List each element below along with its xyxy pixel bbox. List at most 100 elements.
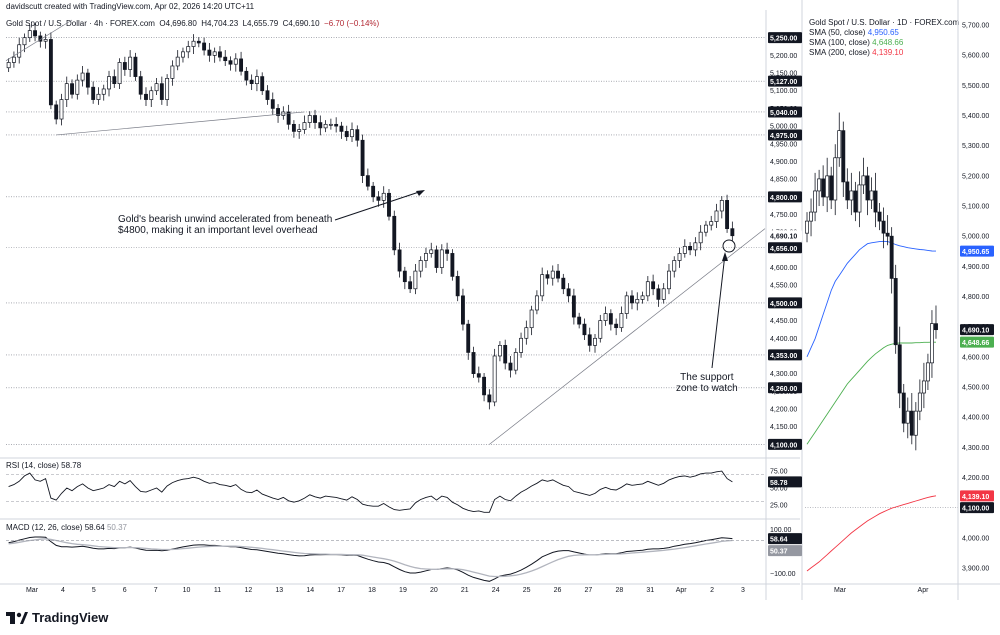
level-price-tag: 4,353.00 [770,353,797,360]
price-tick-label: 4,200.00 [770,407,797,414]
candle-body [376,196,381,201]
annotation-arrowhead-bearish [416,190,425,196]
daily-price-tick-label: 5,300.00 [962,143,989,150]
candle-body [334,123,339,127]
candle-body [344,131,349,138]
daily-candle-body [837,130,842,159]
candle-body [228,60,233,65]
candle-body [656,288,661,300]
candle-body [286,111,291,125]
daily-candle-body [913,410,918,436]
daily-chart-header: Gold Spot / U.S. Dollar · 1D · FOREX.com… [809,18,959,58]
daily-price-tick-label: 4,000.00 [962,535,989,542]
candle-body [508,362,513,371]
daily-price-tick-label: 4,900.00 [962,264,989,271]
ohlc-change: −6.70 (−0.14%) [324,19,380,28]
price-tick-label: 4,150.00 [770,424,797,431]
time-tick-label: 27 [585,587,593,594]
sma100-value: 4,648.66 [872,38,904,47]
candle-body [318,122,323,129]
level-price-tag-bg [768,106,802,118]
daily-sma-value-tag-bg [960,336,994,348]
candle-body [17,44,22,58]
candle-body [154,83,159,92]
time-tick-label: Apr [676,587,688,594]
time-tick-label: 19 [399,587,407,594]
macd-header: MACD (12, 26, close) 58.64 50.37 [6,523,127,532]
candle-body [413,270,418,290]
candle-body [323,123,328,129]
daily-price-tick-label: 4,600.00 [962,354,989,361]
candle-body [719,200,724,212]
chart-credit: davidscutt created with TradingView.com,… [6,2,255,11]
level-price-tag-bg [768,129,802,141]
time-tick-label: 26 [554,587,562,594]
price-tick-label: 5,100.00 [770,88,797,95]
sma50-name: SMA (50, close) [809,28,866,37]
candle-body [556,270,560,279]
ohlc-open: 4,696.80 [165,19,197,28]
macd-tick-label: −100.00 [770,571,796,578]
daily-sma-value-tag: 4,139.10 [962,494,989,501]
daily-candle-body [829,175,834,201]
rsi-value-tag: 58.78 [770,480,788,487]
daily-candle-body [821,178,826,198]
candle-body [445,249,450,254]
candle-body [291,123,296,132]
candle-body [159,83,164,100]
candle-body [80,72,85,81]
daily-candle-body [841,130,846,183]
level-price-tag-bg [768,75,802,87]
candle-body [593,337,597,346]
daily-candle-body [805,220,809,234]
candle-body [260,76,265,92]
candle-body [619,313,624,329]
candle-body [429,249,434,254]
candle-body [27,30,32,39]
sma200-name: SMA (200, close) [809,48,870,57]
candle-body [133,56,138,77]
daily-candle-body [885,232,890,237]
candle-body [207,49,212,56]
price-tick-label: 4,400.00 [770,336,797,343]
level-price-tag-bg [768,438,802,450]
candle-body [487,394,492,403]
candle-body [339,125,344,132]
daily-sma-line [806,240,937,357]
level-price-tag-bg [768,191,802,203]
candle-body [667,270,671,290]
rsi-line [8,470,733,513]
daily-price-tick-label: 5,200.00 [962,173,989,180]
level-price-tag: 5,040.00 [770,110,797,117]
candle-body [144,93,148,100]
time-tick-label: 18 [368,587,376,594]
candle-body [455,276,460,297]
ohlc-open-label: O [159,19,166,28]
macd-signal-tag: 50.37 [770,549,788,556]
candle-body [630,295,634,304]
candle-body [397,249,402,272]
candle-body [233,58,238,65]
rsi-tick-label: 50.00 [770,486,788,493]
ohlc-high: 4,704.23 [207,19,239,28]
candle-body [297,129,302,132]
daily-candle-body [813,190,818,213]
sma100-legend: SMA (100, close) 4,648.66 [809,38,959,48]
sma200-value: 4,139.10 [872,48,904,57]
daily-candle-body [845,181,850,201]
daily-candle-body [857,184,862,213]
price-tick-label: 4,600.00 [770,265,797,272]
daily-time-tick-label: Apr [918,587,930,594]
time-tick-label: 7 [154,587,158,594]
candle-body [212,51,217,56]
price-tick-label: 4,900.00 [770,159,797,166]
candle-body [175,56,180,67]
daily-current-price-tag: 4,690.10 [962,328,989,335]
daily-current-price-tag-bg [960,324,994,336]
time-tick-label: 6 [123,587,127,594]
candle-body [714,210,719,222]
daily-candle-body [877,211,882,222]
candle-body [709,221,714,226]
candle-body [191,40,196,47]
